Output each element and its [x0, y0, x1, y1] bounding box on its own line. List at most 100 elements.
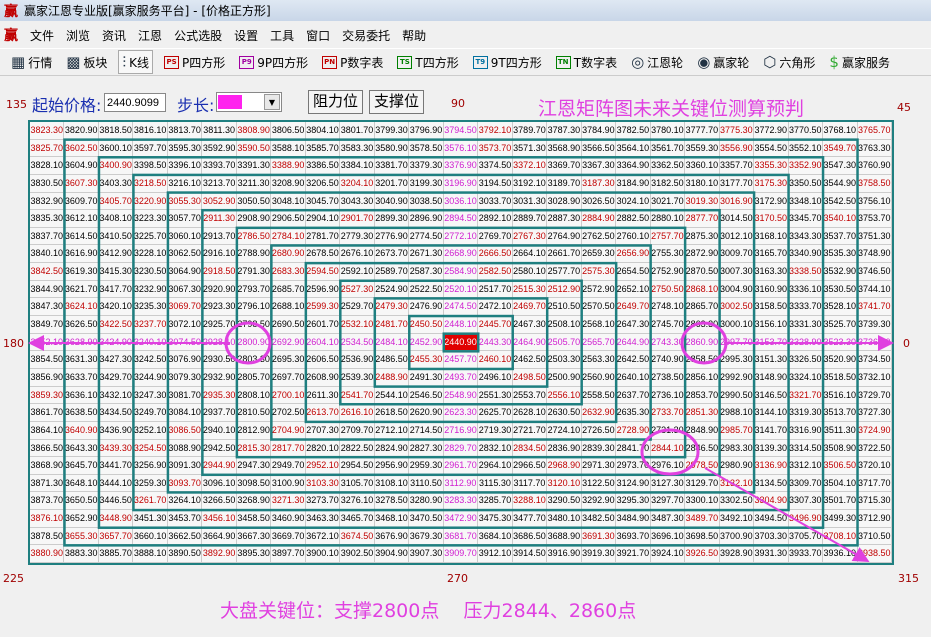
grid-cell: 3194.50: [478, 174, 513, 193]
grid-cell: 3830.50: [30, 174, 65, 193]
grid-cell: 3667.30: [236, 527, 272, 546]
grid-cell: 3535.30: [823, 245, 858, 264]
grid-cell: 3508.90: [823, 439, 858, 458]
grid-cell: 2738.50: [650, 368, 686, 387]
grid-cell: 3612.10: [64, 210, 99, 228]
toolbar-label: 江恩轮: [647, 55, 684, 70]
grid-cell: 2875.30: [685, 227, 720, 246]
grid-cell: 3672.10: [305, 527, 341, 546]
grid-cell: 3492.10: [719, 510, 755, 528]
grid-cell: 3926.50: [685, 545, 720, 563]
angle-270: 270: [447, 572, 468, 585]
angle-45: 45: [897, 101, 911, 114]
resistance-button[interactable]: 阻力位: [308, 90, 364, 114]
toolbar-P9-button[interactable]: P9 9P四方形: [236, 50, 311, 74]
pn-icon: PN: [322, 55, 338, 69]
grid-cell: 2947.30: [236, 457, 272, 475]
grid-cell: 3592.90: [202, 139, 237, 158]
grid-cell: 3547.30: [823, 157, 858, 175]
grid-cell: 2968.90: [547, 457, 582, 475]
toolbar-label: P数字表: [340, 55, 384, 70]
grid-cell: 3129.70: [685, 474, 720, 493]
grid-cell: 3057.70: [167, 210, 203, 228]
toolbar-T9-button[interactable]: T9 9T四方形: [470, 50, 545, 74]
grid-cell: 3004.90: [719, 280, 755, 299]
grid-cell: 3336.10: [788, 280, 824, 299]
grid-cell: 2745.70: [650, 316, 686, 334]
grid-cell: 3014.50: [719, 210, 755, 228]
grid-cell: 2860.90: [685, 333, 720, 352]
grid-cell: 2937.70: [202, 404, 237, 422]
start-price-input[interactable]: [104, 93, 166, 112]
grid-cell: 3290.50: [547, 492, 582, 511]
menu-tools[interactable]: 工具: [270, 28, 295, 43]
menu-file[interactable]: 文件: [30, 28, 55, 43]
grid-cell: 2812.90: [236, 421, 272, 440]
toolbar-blocks-button[interactable]: ▩ 板块: [63, 50, 110, 74]
grid-cell: 2714.50: [409, 421, 444, 440]
grid-cell: 3444.10: [98, 474, 134, 493]
grid-cell: 3127.30: [650, 474, 686, 493]
grid-cell: 2640.10: [616, 368, 651, 387]
grid-cell: 3640.90: [64, 421, 99, 440]
support-button[interactable]: 支撑位: [369, 90, 425, 114]
grid-cell: 3103.30: [305, 474, 341, 493]
grid-cell: 2443.30: [478, 333, 513, 352]
toolbar-dollar-button[interactable]: $ 赢家服务: [826, 50, 893, 74]
menu-trade[interactable]: 交易委托: [342, 28, 391, 43]
grid-cell: 2846.50: [685, 439, 720, 458]
grid-cell: 2932.90: [202, 368, 237, 387]
chevron-down-icon[interactable]: ▼: [264, 94, 280, 110]
toolbar-hexagon-button[interactable]: ⬡ 六角形: [760, 50, 818, 74]
grid-cell: 3132.10: [719, 474, 755, 493]
grid-cell: 3081.70: [167, 386, 203, 405]
grid-cell: 3050.50: [236, 192, 272, 211]
grid-cell: 3048.10: [271, 192, 306, 211]
grid-cell: 2870.50: [685, 263, 720, 281]
grid-cell: 3309.70: [788, 474, 824, 493]
grid-cell: 3045.70: [305, 192, 341, 211]
grid-cell: 3756.10: [857, 192, 892, 211]
grid-cell: 2721.70: [512, 421, 548, 440]
grid-cell: 2700.10: [271, 386, 306, 405]
menu-browse[interactable]: 浏览: [66, 28, 91, 43]
grid-cell: 3319.30: [788, 404, 824, 422]
toolbar-TN-button[interactable]: TN T数字表: [553, 50, 620, 74]
grid-cell: 2644.90: [616, 333, 651, 352]
toolbar-candlestick-button[interactable]: ⫶ K线: [118, 50, 154, 74]
grid-cell: 2793.70: [236, 280, 272, 299]
menu-settings[interactable]: 设置: [234, 28, 259, 43]
grid-cell: 3312.10: [788, 457, 824, 475]
grid-cell: 3432.10: [98, 386, 134, 405]
grid-cell: 3885.70: [98, 545, 134, 563]
menu-help[interactable]: 帮助: [402, 28, 427, 43]
menu-window[interactable]: 窗口: [306, 28, 331, 43]
grid-cell: 3475.30: [478, 510, 513, 528]
toolbar-TS-button[interactable]: TS T四方形: [394, 50, 461, 74]
grid-cell: 2697.70: [271, 368, 306, 387]
grid-cell: 3842.50: [30, 263, 65, 281]
grid-cell: 2733.70: [650, 404, 686, 422]
menu-gann[interactable]: 江恩: [138, 28, 163, 43]
grid-cell: 2635.30: [616, 404, 651, 422]
toolbar-big-wheel-button[interactable]: ◉ 赢家轮: [694, 50, 752, 74]
toolbar-PN-button[interactable]: PN P数字表: [319, 50, 386, 74]
grid-cell: 3753.70: [857, 210, 892, 228]
step-select[interactable]: ▼: [216, 92, 282, 112]
grid-cell: 3417.70: [98, 280, 134, 299]
toolbar-wheel-button[interactable]: ◎ 江恩轮: [628, 50, 686, 74]
toolbar-table-button[interactable]: ▦ 行情: [8, 50, 55, 74]
grid-cell: 3784.90: [581, 122, 617, 140]
grid-cell: 2995.30: [719, 351, 755, 369]
grid-cell: 2666.50: [478, 245, 513, 264]
grid-cell: 2572.90: [581, 280, 617, 299]
toolbar-PS-button[interactable]: PS P四方形: [161, 50, 228, 74]
hexagon-icon: ⬡: [763, 53, 777, 71]
menu-news[interactable]: 资讯: [102, 28, 127, 43]
menu-formula[interactable]: 公式选股: [174, 28, 223, 43]
grid-cell: 3144.10: [754, 404, 789, 422]
grid-cell: 2570.50: [581, 298, 617, 317]
grid-cell: 3314.50: [788, 439, 824, 458]
grid-cell: 3232.90: [133, 280, 168, 299]
grid-cell: 3818.50: [98, 122, 134, 140]
